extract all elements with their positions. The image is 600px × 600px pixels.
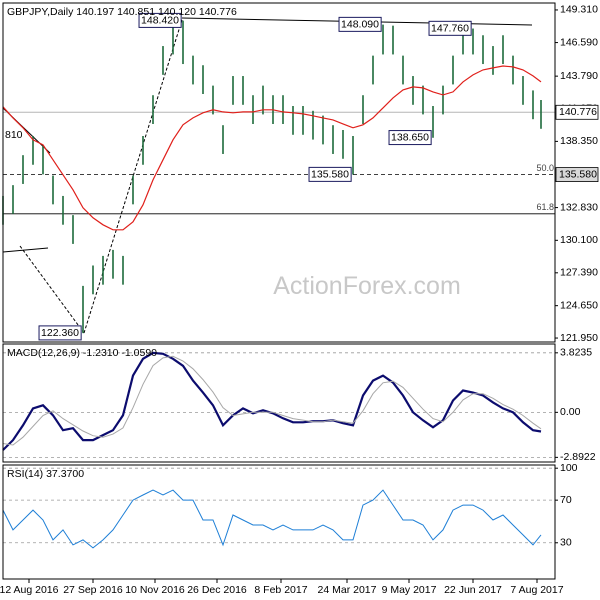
indicator-line <box>2 355 542 446</box>
price-annotation: 148.090 <box>341 18 379 30</box>
edge-label: 810 <box>5 129 23 141</box>
y-tick-label: 130.100 <box>560 234 598 246</box>
label-box <box>388 130 432 146</box>
price-label-box <box>555 104 599 120</box>
panel-frame <box>2 464 556 580</box>
y-tick-label: 149.310 <box>560 4 598 16</box>
y-tick-label: 0.00 <box>560 406 581 418</box>
panel-title: RSI(14) 37.3700 <box>7 468 84 480</box>
x-tick-label: 9 May 2017 <box>382 584 437 596</box>
x-tick-label: 22 Jun 2017 <box>444 584 502 596</box>
y-tick-label: 138.350 <box>560 135 598 147</box>
y-tick-label: 70 <box>560 494 572 506</box>
label-box <box>338 16 382 32</box>
label-box <box>38 325 82 341</box>
y-tick-label: 121.950 <box>560 332 598 344</box>
trend-line <box>19 245 85 334</box>
indicator-line <box>2 489 542 549</box>
panel-title: MACD(12,26,9) -1.2310 -1.0590 <box>7 347 157 359</box>
x-tick-label: 8 Feb 2017 <box>254 584 307 596</box>
label-box <box>138 12 182 28</box>
fib-label: 61.8 <box>536 202 554 212</box>
price-annotation: 148.420 <box>141 14 179 26</box>
label-box <box>308 166 352 182</box>
trend-line <box>2 247 49 253</box>
panel-title: GBPJPY,Daily 140.197 140.851 140.120 140… <box>7 6 237 18</box>
watermark: ActionForex.com <box>273 272 461 300</box>
price-label: 140.776 <box>559 106 597 118</box>
y-tick-label: 146.590 <box>560 36 598 48</box>
y-tick-label: 100 <box>560 462 578 474</box>
panel-frame <box>2 343 556 463</box>
y-tick-label: 132.830 <box>560 201 598 213</box>
x-tick-label: 24 Mar 2017 <box>318 584 377 596</box>
price-annotation: 138.650 <box>391 132 429 144</box>
x-tick-label: 27 Sep 2016 <box>63 584 123 596</box>
price-annotation: 135.580 <box>311 168 349 180</box>
panel-frame <box>2 2 556 343</box>
y-tick-label: 143.790 <box>560 70 598 82</box>
y-tick-label: 127.390 <box>560 267 598 279</box>
x-tick-label: 26 Dec 2016 <box>187 584 247 596</box>
x-tick-label: 7 Aug 2017 <box>510 584 563 596</box>
x-tick-label: 12 Aug 2016 <box>0 584 59 596</box>
y-tick-label: -2.8922 <box>560 451 596 463</box>
indicator-line <box>2 351 542 451</box>
price-annotation: 147.760 <box>431 22 469 34</box>
y-tick-label: 124.650 <box>560 299 598 311</box>
price-label: 135.580 <box>559 168 597 180</box>
x-tick-label: 10 Nov 2016 <box>125 584 185 596</box>
y-tick-label: 30 <box>560 537 572 549</box>
price-annotation: 122.360 <box>41 327 79 339</box>
price-label-box <box>555 167 599 182</box>
moving-average <box>2 65 542 231</box>
y-tick-label: 3.8235 <box>560 347 592 359</box>
fib-label: 50.0 <box>536 163 554 173</box>
label-box <box>428 20 472 36</box>
